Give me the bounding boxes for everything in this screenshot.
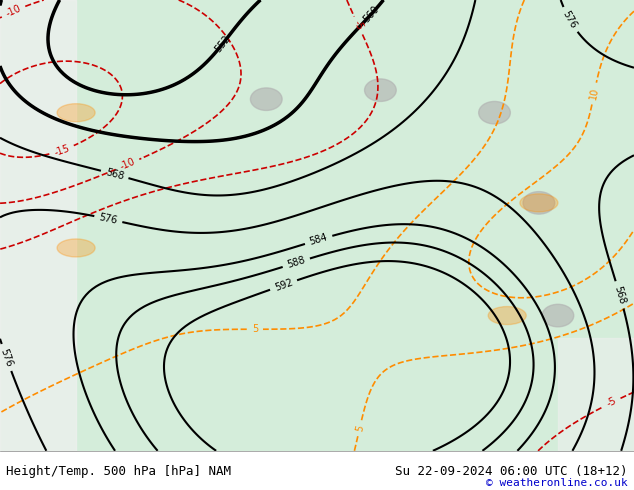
Text: -5: -5 [605, 396, 618, 409]
Text: -10: -10 [4, 3, 23, 19]
Text: Height/Temp. 500 hPa [hPa] NAM: Height/Temp. 500 hPa [hPa] NAM [6, 465, 231, 478]
Text: 568: 568 [612, 285, 627, 305]
Circle shape [250, 88, 282, 110]
Text: 568: 568 [105, 167, 125, 182]
Text: 5: 5 [354, 424, 365, 432]
Circle shape [365, 79, 396, 101]
Text: 584: 584 [308, 232, 329, 247]
Text: 592: 592 [273, 277, 294, 293]
Text: 576: 576 [0, 347, 14, 368]
Circle shape [523, 192, 555, 214]
Text: 10: 10 [588, 87, 600, 100]
Text: -10: -10 [119, 157, 137, 172]
Text: Su 22-09-2024 06:00 UTC (18+12): Su 22-09-2024 06:00 UTC (18+12) [395, 465, 628, 478]
Text: © weatheronline.co.uk: © weatheronline.co.uk [486, 478, 628, 488]
Ellipse shape [57, 104, 95, 122]
Ellipse shape [520, 194, 558, 212]
Text: 576: 576 [561, 9, 579, 30]
Ellipse shape [57, 239, 95, 257]
Text: 588: 588 [286, 255, 307, 270]
Circle shape [479, 101, 510, 124]
Ellipse shape [488, 307, 526, 324]
Circle shape [542, 304, 574, 327]
Text: 576: 576 [98, 212, 119, 226]
Text: -15: -15 [53, 143, 71, 158]
Text: 560: 560 [361, 4, 381, 24]
Text: -5: -5 [352, 19, 365, 32]
Text: 552: 552 [213, 33, 233, 54]
Text: 5: 5 [252, 324, 258, 334]
